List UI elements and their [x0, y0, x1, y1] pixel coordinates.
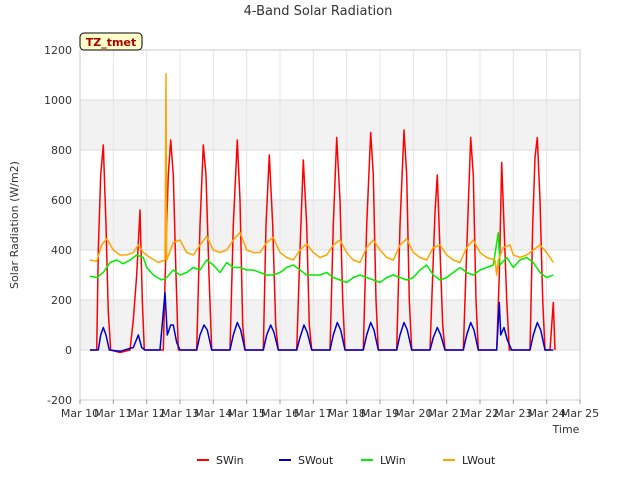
- y-tick-label: 800: [51, 144, 72, 157]
- y-tick-label: 600: [51, 194, 72, 207]
- station-tag-box: [79, 32, 143, 51]
- series-line-swout: [90, 291, 554, 353]
- legend-label-lwout: LWout: [462, 454, 496, 467]
- x-tick-label: Mar 23: [494, 407, 532, 420]
- y-tick-label: 1000: [44, 94, 72, 107]
- x-tick-label: Mar 18: [328, 407, 366, 420]
- x-tick-label: Mar 12: [128, 407, 166, 420]
- series-line-lwout: [89, 73, 554, 276]
- x-tick-label: Mar 11: [94, 407, 132, 420]
- x-tick-label: Mar 17: [294, 407, 332, 420]
- chart-title: 4-Band Solar Radiation: [244, 4, 393, 19]
- legend-label-swin: SWin: [216, 454, 244, 467]
- station-tag: TZ_tmet: [79, 32, 143, 51]
- x-tick-label: Mar 10: [61, 407, 99, 420]
- x-tick-label: Mar 20: [394, 407, 432, 420]
- x-tick-label: Mar 25: [561, 407, 599, 420]
- y-axis-ticks: -200 0 200 400 600 800 1000 1200: [44, 44, 72, 407]
- y-tick-label: -200: [47, 394, 72, 407]
- y-tick-label: 200: [51, 294, 72, 307]
- chart-legend: SWin SWout LWin LWout: [197, 454, 496, 467]
- series-line-lwin: [89, 231, 554, 284]
- x-axis-title: Time: [552, 423, 580, 436]
- x-tick-label: Mar 24: [528, 407, 566, 420]
- plot-band: [80, 100, 580, 150]
- x-tick-label: Mar 22: [461, 407, 499, 420]
- x-tick-label: Mar 15: [228, 407, 266, 420]
- y-tick-label: 1200: [44, 44, 72, 57]
- plot-area-frame: [79, 49, 581, 401]
- series-lines: [89, 73, 556, 354]
- x-tick-label: Mar 21: [428, 407, 466, 420]
- x-tick-label: Mar 13: [161, 407, 199, 420]
- x-tick-label: Mar 14: [194, 407, 232, 420]
- y-axis-title: Solar Radiation (W/m2): [8, 161, 21, 289]
- y-tick-label: 0: [65, 344, 72, 357]
- x-tick-label: Mar 16: [261, 407, 299, 420]
- plot-bands: [80, 100, 580, 350]
- legend-label-lwin: LWin: [380, 454, 406, 467]
- legend-label-swout: SWout: [298, 454, 334, 467]
- station-tag-label: TZ_tmet: [86, 36, 136, 49]
- y-tick-label: 400: [51, 244, 72, 257]
- x-tick-label: Mar 19: [361, 407, 399, 420]
